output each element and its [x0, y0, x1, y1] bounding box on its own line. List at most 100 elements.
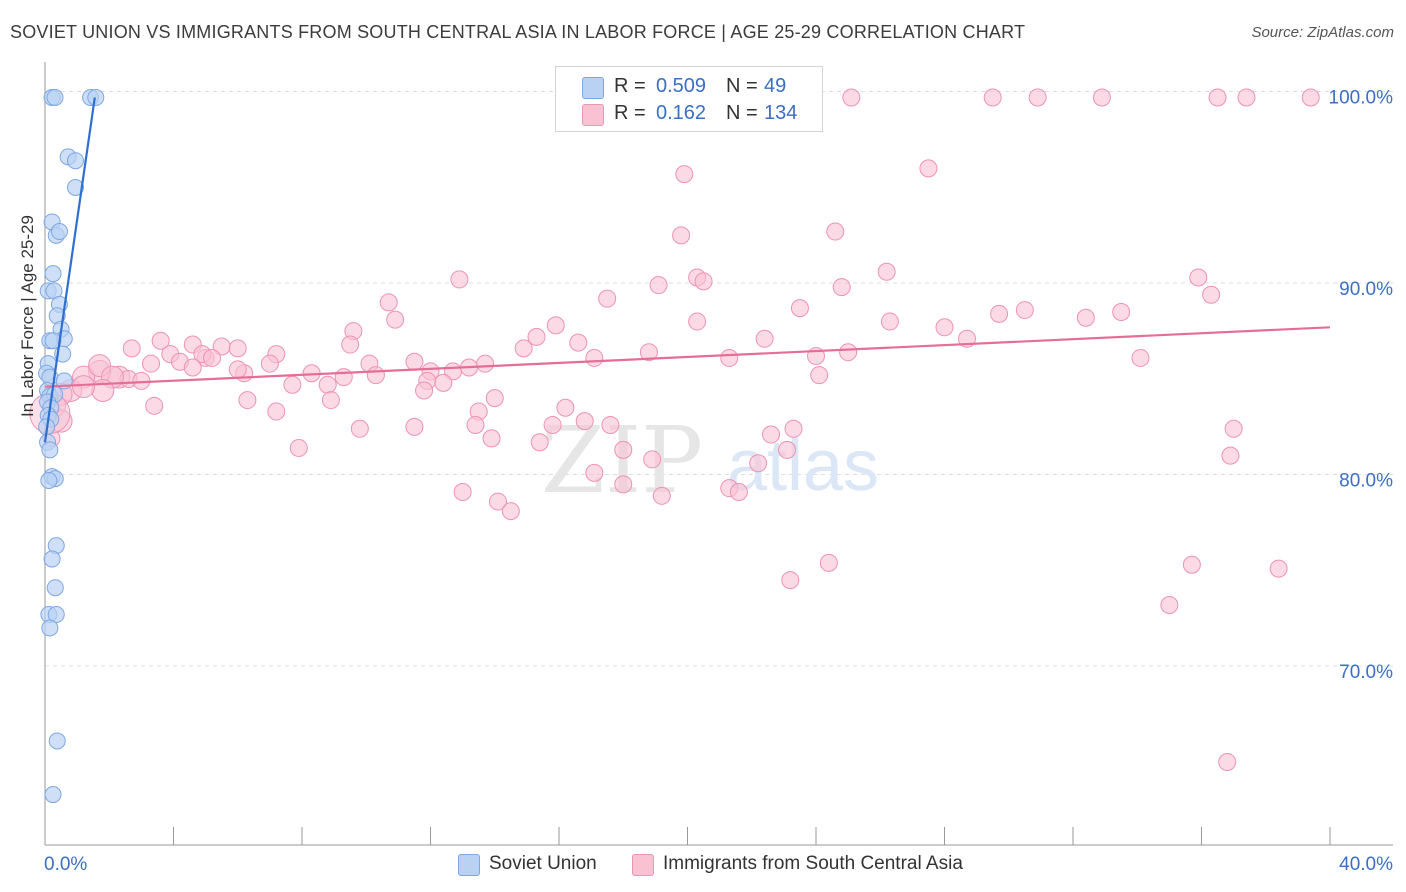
data-point-south-central-asia: [672, 226, 691, 245]
data-point-south-central-asia: [318, 375, 337, 394]
y-tick-label: 70.0%: [1339, 662, 1393, 683]
data-point-south-central-asia: [238, 391, 257, 410]
data-point-soviet-union: [46, 579, 64, 597]
data-point-south-central-asia: [267, 402, 286, 421]
data-point-south-central-asia: [880, 312, 899, 331]
data-point-south-central-asia: [145, 396, 164, 415]
data-point-soviet-union: [43, 550, 61, 568]
series-south-central-asia-points: [29, 88, 1320, 772]
data-point-south-central-asia: [366, 366, 385, 385]
data-point-south-central-asia: [72, 375, 96, 399]
data-point-south-central-asia: [1015, 301, 1034, 320]
data-point-south-central-asia: [585, 348, 604, 367]
data-point-south-central-asia: [826, 222, 845, 241]
blue-swatch: [582, 77, 604, 99]
data-point-south-central-asia: [122, 339, 141, 358]
watermark-zip: ZIP: [541, 407, 703, 514]
pink-swatch: [582, 104, 604, 126]
data-point-south-central-asia: [183, 358, 202, 377]
data-point-south-central-asia: [1301, 88, 1320, 107]
data-point-south-central-asia: [386, 310, 405, 329]
data-point-south-central-asia: [151, 331, 170, 350]
data-point-south-central-asia: [990, 304, 1009, 323]
n-value: 49: [764, 75, 787, 97]
data-point-south-central-asia: [819, 553, 838, 572]
r-value: 0.509: [656, 75, 707, 97]
data-point-south-central-asia: [1092, 88, 1111, 107]
data-point-south-central-asia: [289, 438, 308, 457]
data-point-south-central-asia: [614, 475, 633, 494]
data-point-south-central-asia: [405, 417, 424, 436]
data-point-south-central-asia: [832, 278, 851, 297]
r-label: R =: [614, 75, 646, 97]
legend-label: Immigrants from South Central Asia: [663, 853, 963, 874]
data-point-south-central-asia: [1182, 555, 1201, 574]
series-legend: Soviet Union Immigrants from South Centr…: [0, 852, 1406, 878]
n-label: N =: [726, 75, 758, 97]
data-point-south-central-asia: [228, 360, 247, 379]
n-value: 134: [764, 102, 798, 124]
data-point-south-central-asia: [652, 486, 671, 505]
data-point-south-central-asia: [1269, 559, 1288, 578]
data-point-south-central-asia: [228, 339, 247, 358]
data-point-south-central-asia: [1028, 88, 1047, 107]
data-point-soviet-union: [44, 786, 62, 804]
data-point-soviet-union: [87, 89, 105, 106]
data-point-south-central-asia: [643, 450, 662, 469]
data-point-south-central-asia: [575, 412, 594, 431]
data-point-south-central-asia: [543, 415, 562, 434]
data-point-south-central-asia: [453, 482, 472, 501]
data-point-south-central-asia: [1112, 302, 1131, 321]
data-point-south-central-asia: [935, 318, 954, 337]
y-tick-label: 100.0%: [1329, 88, 1394, 109]
data-point-south-central-asia: [778, 440, 797, 459]
data-point-south-central-asia: [601, 415, 620, 434]
trend-line-south-central-asia: [44, 326, 1331, 388]
data-point-south-central-asia: [476, 354, 495, 373]
data-point-south-central-asia: [569, 333, 588, 352]
data-point-south-central-asia: [379, 293, 398, 312]
data-point-south-central-asia: [1224, 419, 1243, 438]
x-tick-label: 0.0%: [44, 854, 87, 875]
data-point-south-central-asia: [405, 352, 424, 371]
trend-line-soviet-union: [43, 97, 96, 443]
data-point-south-central-asia: [877, 262, 896, 281]
chart-title: SOVIET UNION VS IMMIGRANTS FROM SOUTH CE…: [10, 22, 1026, 42]
data-point-south-central-asia: [321, 391, 340, 410]
axes: [44, 62, 1393, 846]
data-point-south-central-asia: [842, 88, 861, 107]
data-point-soviet-union: [48, 732, 66, 750]
data-point-south-central-asia: [488, 492, 507, 511]
data-point-south-central-asia: [341, 335, 360, 354]
data-point-south-central-asia: [729, 482, 748, 501]
data-point-south-central-asia: [501, 502, 520, 521]
data-point-south-central-asia: [1221, 446, 1240, 465]
data-point-south-central-asia: [482, 429, 501, 448]
data-point-south-central-asia: [142, 354, 161, 373]
data-point-south-central-asia: [983, 88, 1002, 107]
pink-swatch: [632, 854, 654, 876]
data-point-south-central-asia: [585, 463, 604, 482]
data-point-south-central-asia: [350, 419, 369, 438]
source-credit: Source: ZipAtlas.com: [1251, 24, 1394, 41]
data-point-south-central-asia: [784, 419, 803, 438]
data-point-south-central-asia: [1189, 268, 1208, 287]
data-point-south-central-asia: [485, 389, 504, 408]
data-point-south-central-asia: [675, 165, 694, 184]
y-tick-label: 90.0%: [1339, 279, 1393, 300]
trend-lines: [43, 97, 1331, 443]
data-point-south-central-asia: [466, 415, 485, 434]
stats-legend: R = 0.509 N = 49 R = 0.162 N = 134: [555, 66, 823, 132]
data-point-south-central-asia: [1131, 348, 1150, 367]
data-point-soviet-union: [44, 265, 62, 283]
data-point-soviet-union: [41, 441, 59, 459]
data-point-south-central-asia: [649, 276, 668, 295]
legend-label: Soviet Union: [489, 853, 597, 874]
data-point-south-central-asia: [527, 327, 546, 346]
data-point-south-central-asia: [283, 375, 302, 394]
data-point-south-central-asia: [1208, 88, 1227, 107]
grid-lines: [45, 91, 1393, 667]
watermark: ZIP atlas: [541, 407, 879, 514]
data-point-south-central-asia: [781, 571, 800, 590]
